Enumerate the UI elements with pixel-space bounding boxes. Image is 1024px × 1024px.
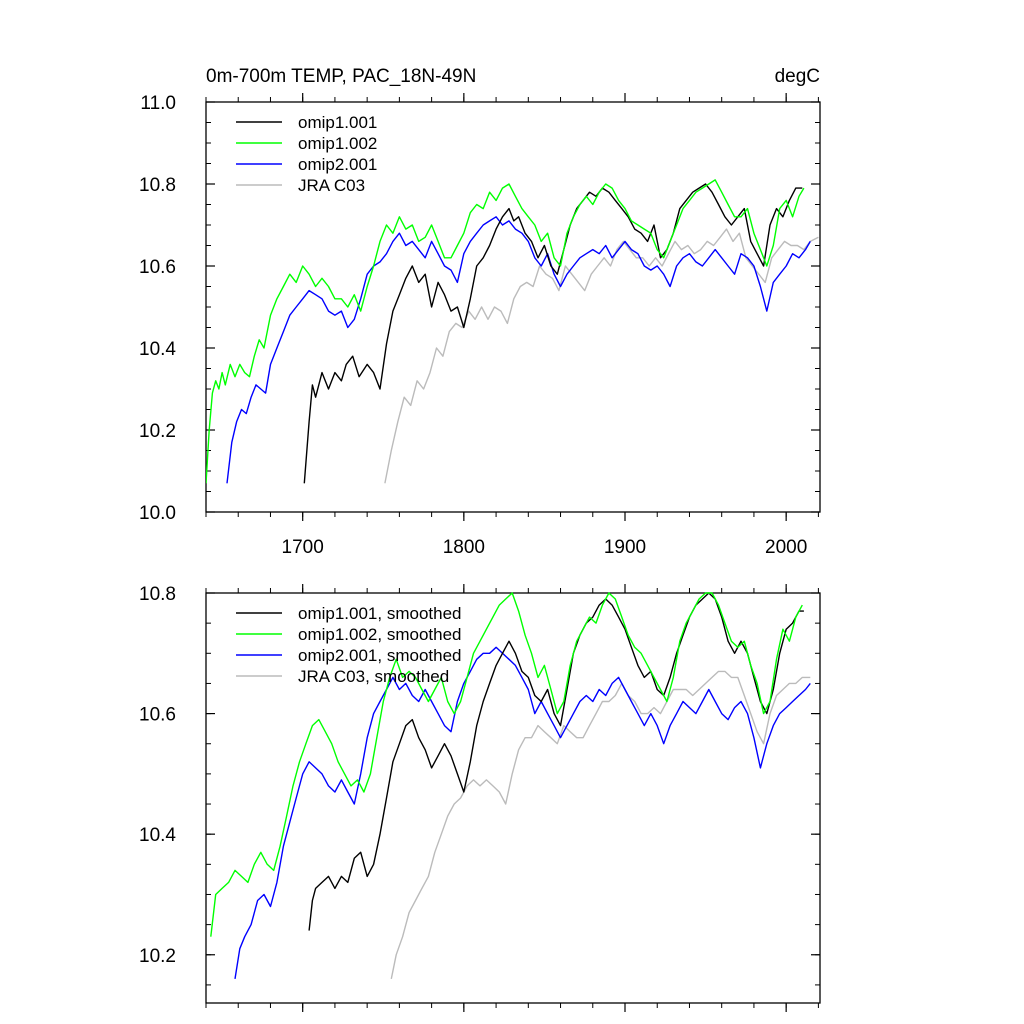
legend-label: JRA C03, smoothed: [298, 667, 449, 686]
y-tick-label: 10.6: [139, 705, 176, 726]
legend-label: omip2.001: [298, 155, 377, 174]
series-line-omip2-001: [226, 216, 811, 484]
x-tick-label: 2000: [765, 537, 807, 558]
y-tick-label: 10.2: [139, 946, 176, 967]
y-tick-label: 11.0: [140, 93, 176, 114]
top-panel: 10.0 10.2 10.4 10.6 10.8 11.0 1700 1800 1900 2000…: [139, 66, 821, 558]
legend-label: omip1.001, smoothed: [298, 604, 462, 623]
series-line-omip1-001-smoothed: [308, 592, 804, 931]
bottom-panel: 10.2 10.4 10.6 10.8 omip1.001, smoothed omip1…: [139, 584, 821, 1012]
legend-label: omip1.001: [298, 113, 377, 132]
series-line-omip1-001: [303, 183, 803, 484]
x-tick-label: 1900: [604, 537, 646, 558]
y-tick-label: 10.4: [139, 825, 176, 846]
series-line-omip1-002: [206, 179, 805, 484]
series-line-omip1-002-smoothed: [210, 592, 803, 937]
legend-label: omip1.002: [298, 134, 377, 153]
y-tick-label: 10.0: [139, 503, 176, 524]
y-tick-label: 10.2: [139, 421, 176, 442]
plot-frame: [205, 592, 821, 1004]
series-line-omip2-001-smoothed: [234, 646, 811, 980]
series-line-jra-c03: [384, 228, 819, 484]
legend-label: omip2.001, smoothed: [298, 646, 462, 665]
y-tick-label: 10.6: [139, 257, 176, 278]
series-line-jra-c03-smoothed: [390, 670, 811, 980]
y-tick-label: 10.8: [139, 584, 176, 605]
legend-label: JRA C03: [298, 176, 365, 195]
x-tick-label: 1800: [443, 537, 485, 558]
y-tick-label: 10.4: [139, 339, 176, 360]
chart-title: 0m-700m TEMP, PAC_18N-49N: [206, 66, 476, 87]
y-tick-label: 10.8: [139, 175, 176, 196]
x-tick-label: 1700: [282, 537, 324, 558]
units-label: degC: [775, 66, 820, 87]
legend-label: omip1.002, smoothed: [298, 625, 462, 644]
